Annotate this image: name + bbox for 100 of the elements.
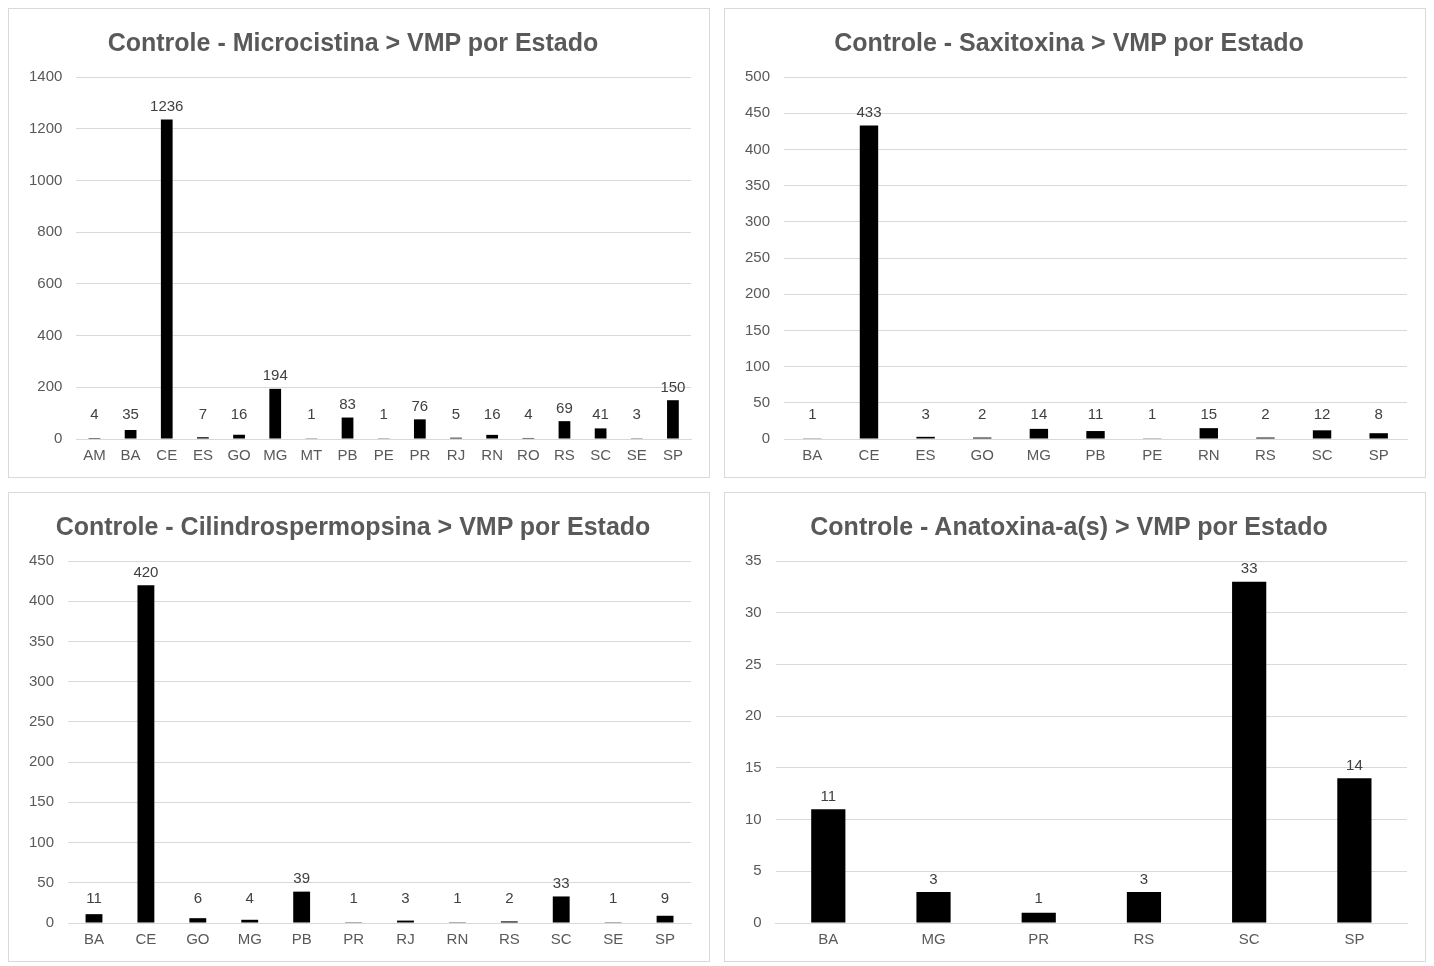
y-tick-label: 400	[29, 591, 55, 609]
x-tick-label: SC	[1238, 930, 1260, 948]
x-tick-label: SP	[1344, 930, 1365, 948]
bar	[558, 421, 571, 439]
y-tick-label: 50	[753, 392, 771, 410]
x-tick-label: ES	[915, 446, 936, 464]
x-tick-label: SC	[590, 446, 612, 464]
bar	[269, 388, 282, 439]
data-label: 7	[198, 404, 208, 422]
data-label: 3	[1139, 869, 1149, 887]
bar	[160, 119, 173, 439]
data-label: 33	[1240, 559, 1258, 577]
y-tick-label: 450	[745, 103, 771, 121]
data-label: 16	[230, 404, 248, 422]
bar	[189, 918, 207, 923]
x-tick-label: PE	[1142, 446, 1163, 464]
x-tick-label: SE	[626, 446, 647, 464]
bar	[1312, 430, 1332, 439]
y-tick-label: 35	[745, 551, 762, 569]
x-tick-label: PR	[343, 930, 365, 948]
x-tick-label: BA	[120, 446, 141, 464]
bar	[1126, 891, 1162, 923]
y-tick-label: 200	[745, 284, 771, 302]
data-label: 33	[552, 874, 570, 892]
bar	[594, 428, 607, 439]
data-label: 3	[929, 869, 938, 887]
x-tick-label: CE	[156, 446, 178, 464]
bar	[1232, 581, 1267, 923]
bar	[341, 417, 354, 439]
data-label: 3	[921, 404, 930, 422]
y-tick-label: 800	[37, 222, 63, 240]
bar	[124, 429, 137, 439]
data-label: 15	[1200, 404, 1218, 422]
data-label: 4	[524, 404, 533, 422]
data-label: 2	[505, 888, 514, 906]
bar	[85, 914, 103, 923]
x-tick-label: GO	[227, 446, 251, 464]
data-label: 2	[1261, 404, 1270, 422]
data-label: 1	[453, 888, 462, 906]
x-tick-label: BA	[83, 930, 104, 948]
data-label: 4	[90, 404, 99, 422]
y-tick-label: 250	[745, 248, 771, 266]
data-label: 2	[978, 404, 987, 422]
x-tick-label: SP	[655, 930, 676, 948]
data-label: 6	[193, 888, 202, 906]
bar	[293, 891, 311, 923]
data-label: 11	[1087, 404, 1104, 422]
bar	[667, 400, 679, 439]
x-tick-label: PB	[291, 930, 312, 948]
data-label: 1	[1034, 888, 1043, 906]
bar	[859, 125, 879, 439]
data-label: 3	[401, 888, 410, 906]
y-tick-label: 1200	[28, 118, 63, 136]
chart-title: Controle - Microcistina > VMP por Estado	[107, 27, 599, 56]
y-tick-label: 200	[29, 752, 55, 770]
y-tick-label: 0	[54, 429, 63, 447]
bar	[1199, 428, 1218, 439]
chart-title: Controle - Anatoxina-a(s) > VMP por Estado	[810, 511, 1328, 540]
x-tick-label: RS	[1254, 446, 1276, 464]
y-tick-label: 300	[29, 671, 55, 689]
data-label: 1	[349, 888, 358, 906]
y-tick-label: 1000	[28, 170, 63, 188]
y-tick-label: 150	[29, 792, 55, 810]
bar	[233, 434, 245, 439]
data-label: 39	[293, 869, 310, 887]
data-label: 150	[660, 377, 686, 395]
data-label: 16	[483, 404, 501, 422]
data-label: 1	[608, 888, 618, 906]
bar	[811, 809, 846, 923]
x-tick-label: SE	[603, 930, 624, 948]
y-tick-label: 5	[753, 861, 762, 879]
data-label: 1	[1147, 404, 1157, 422]
x-tick-label: MG	[237, 930, 262, 948]
x-tick-label: RJ	[446, 446, 466, 464]
y-tick-label: 100	[29, 832, 55, 850]
y-tick-label: 450	[29, 551, 55, 569]
x-tick-label: CE	[858, 446, 880, 464]
data-label: 14	[1346, 755, 1363, 773]
bar	[916, 891, 951, 923]
x-tick-label: GO	[186, 930, 210, 948]
data-label: 35	[122, 404, 139, 422]
data-label: 11	[86, 888, 102, 906]
chart-title: Controle - Cilindrospermopsina > VMP por Estado	[55, 511, 651, 540]
y-tick-label: 0	[761, 429, 771, 447]
x-tick-label: SP	[1368, 446, 1389, 464]
x-tick-label: ES	[192, 446, 213, 464]
x-tick-label: SP	[662, 446, 683, 464]
y-tick-label: 400	[37, 325, 63, 343]
x-tick-label: MG	[921, 930, 946, 948]
x-tick-label: GO	[970, 446, 994, 464]
x-tick-label: MG	[1026, 446, 1051, 464]
x-tick-label: RN	[1197, 446, 1220, 464]
data-label: 8	[1374, 404, 1383, 422]
x-tick-label: PE	[373, 446, 394, 464]
bar	[1086, 431, 1105, 439]
data-label: 41	[592, 404, 609, 422]
chart-title: Controle - Saxitoxina > VMP por Estado	[834, 27, 1304, 56]
x-tick-label: PR	[1028, 930, 1050, 948]
data-label: 420	[133, 562, 159, 580]
bar	[486, 434, 499, 439]
